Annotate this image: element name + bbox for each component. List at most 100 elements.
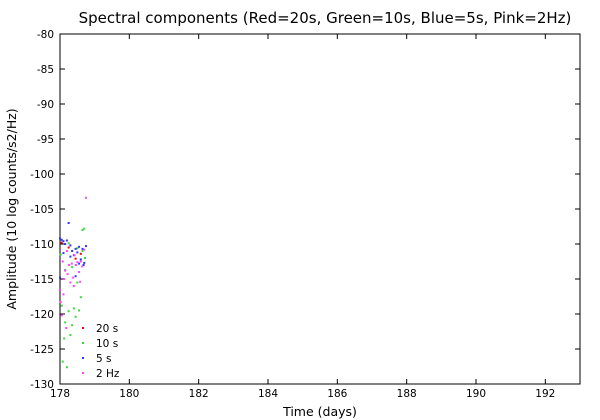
data-point xyxy=(81,250,84,252)
x-tick-label: 192 xyxy=(535,388,555,400)
y-tick-label: -100 xyxy=(30,169,54,181)
y-tick-label: -80 xyxy=(37,29,54,41)
data-point xyxy=(78,262,81,265)
data-point xyxy=(73,254,76,257)
data-point xyxy=(72,307,75,310)
data-point xyxy=(59,237,61,240)
data-point xyxy=(64,321,67,324)
legend-marker xyxy=(82,327,84,329)
data-point xyxy=(81,265,84,268)
x-tick-label: 188 xyxy=(397,388,417,400)
data-point xyxy=(67,222,70,224)
y-tick-label: -85 xyxy=(37,64,54,76)
data-point xyxy=(59,276,61,279)
y-tick-label: -105 xyxy=(30,204,54,216)
legend: 20 s 10 s 5 s 2 Hz xyxy=(82,323,120,380)
data-point xyxy=(60,238,63,241)
data-point xyxy=(60,241,63,244)
data-point xyxy=(60,314,63,317)
y-tick-label: -125 xyxy=(30,344,54,356)
data-point xyxy=(78,309,81,312)
data-point xyxy=(65,239,68,242)
data-point xyxy=(59,253,62,256)
data-points xyxy=(59,196,87,369)
y-tick-label: -95 xyxy=(37,134,54,146)
x-axis-label: Time (days) xyxy=(282,404,357,419)
data-point xyxy=(78,245,81,248)
data-point xyxy=(62,252,65,255)
data-point xyxy=(83,227,86,230)
x-tick-label: 180 xyxy=(119,388,139,400)
data-point xyxy=(63,337,66,340)
legend-marker xyxy=(82,372,84,374)
data-point xyxy=(79,252,82,255)
data-point xyxy=(72,276,75,279)
data-point xyxy=(71,266,74,269)
data-point xyxy=(74,315,77,318)
y-tick-label: -90 xyxy=(37,99,54,111)
y-tick-label: -130 xyxy=(30,379,54,391)
data-point xyxy=(64,243,67,245)
data-point xyxy=(81,247,84,250)
data-point xyxy=(69,281,72,284)
data-point xyxy=(69,255,72,258)
data-point xyxy=(85,245,87,248)
data-point xyxy=(59,289,61,292)
x-tick-label: 178 xyxy=(50,388,70,400)
data-point xyxy=(67,246,70,249)
data-point xyxy=(69,334,72,336)
data-point xyxy=(59,301,62,304)
data-point xyxy=(66,273,69,276)
plot-frame xyxy=(59,33,581,385)
data-point xyxy=(85,196,87,199)
data-point xyxy=(68,264,71,266)
data-point xyxy=(76,261,79,264)
data-point xyxy=(79,258,82,261)
data-point xyxy=(61,360,64,363)
data-point xyxy=(62,240,65,243)
data-point xyxy=(82,264,85,266)
axis-ticks: 178 180 182 184 186 188 190 192 -80 -85 -90 -95 -100… xyxy=(30,29,580,400)
chart-title: Spectral components (Red=20s, Green=10s,… xyxy=(79,9,572,27)
legend-label: 5 s xyxy=(96,353,112,365)
legend-label: 20 s xyxy=(96,323,118,335)
data-point xyxy=(81,229,84,231)
data-point xyxy=(60,304,63,307)
data-point xyxy=(76,251,79,254)
data-point xyxy=(83,257,86,259)
data-point xyxy=(79,280,82,283)
y-tick-label: -110 xyxy=(30,239,54,251)
data-point xyxy=(61,260,64,263)
data-point xyxy=(76,247,79,250)
x-tick-label: 190 xyxy=(466,388,486,400)
data-point xyxy=(69,244,72,247)
data-point xyxy=(78,271,81,273)
data-point xyxy=(74,257,77,260)
x-tick-label: 184 xyxy=(258,388,278,400)
legend-marker xyxy=(82,357,84,359)
data-point xyxy=(67,310,70,313)
data-point xyxy=(74,275,77,278)
legend-label: 2 Hz xyxy=(96,368,120,380)
data-point xyxy=(70,262,73,265)
y-axis-label: Amplitude (10 log counts/s2/Hz) xyxy=(4,108,19,309)
data-point xyxy=(65,327,68,329)
data-point xyxy=(83,248,86,251)
data-point xyxy=(71,250,74,252)
x-tick-label: 186 xyxy=(327,388,347,400)
data-point xyxy=(71,324,74,327)
data-point xyxy=(65,250,68,252)
legend-label: 10 s xyxy=(96,338,118,350)
data-point xyxy=(76,281,79,284)
data-point xyxy=(74,264,77,266)
y-tick-label: -120 xyxy=(30,309,54,321)
data-point xyxy=(79,260,82,263)
data-point xyxy=(79,296,82,299)
data-point xyxy=(83,261,86,264)
x-tick-label: 182 xyxy=(189,388,209,400)
y-tick-label: -115 xyxy=(30,274,54,286)
data-point xyxy=(74,247,77,250)
data-point xyxy=(67,242,70,245)
data-point xyxy=(64,269,67,272)
